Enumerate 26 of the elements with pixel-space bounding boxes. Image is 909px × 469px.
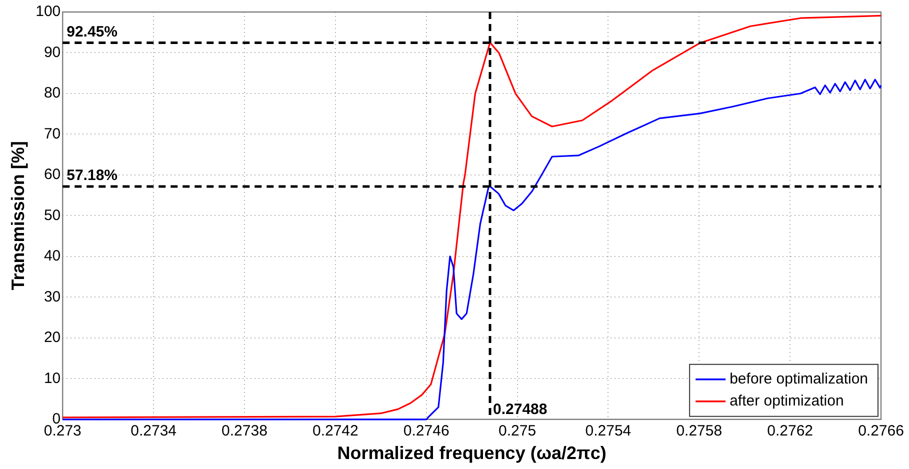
x-tick-label: 0.2766	[858, 422, 904, 440]
ref-line-label: 92.45%	[66, 23, 118, 40]
x-tick-label: 0.2762	[767, 422, 814, 440]
y-tick-label: 100	[36, 3, 61, 20]
y-axis-title: Transmission [%]	[8, 141, 28, 290]
y-tick-label: 20	[44, 329, 61, 346]
x-tick-label: 0.2738	[222, 422, 268, 440]
y-tick-label: 40	[44, 248, 61, 265]
ref-line-label: 0.27488	[493, 401, 548, 418]
x-tick-label: 0.2742	[312, 422, 358, 440]
y-tick-label: 30	[44, 288, 61, 306]
x-tick-label: 0.2734	[130, 422, 177, 440]
y-tick-label: 80	[44, 84, 61, 102]
legend-label: before optimalization	[730, 370, 868, 388]
x-tick-label: 0.2746	[403, 422, 450, 440]
ref-line-label: 57.18%	[66, 167, 118, 184]
y-tick-label: 60	[44, 166, 61, 184]
x-tick-label: 0.275	[498, 422, 536, 440]
x-tick-label: 0.2758	[676, 422, 722, 440]
x-tick-label: 0.2754	[585, 422, 632, 440]
legend-label: after optimization	[730, 392, 844, 410]
y-tick-label: 50	[44, 206, 61, 224]
y-tick-label: 90	[44, 44, 61, 61]
x-axis-title: Normalized frequency (ωa/2πc)	[337, 443, 606, 464]
y-tick-label: 70	[44, 125, 61, 142]
y-tick-label: 10	[44, 370, 61, 387]
